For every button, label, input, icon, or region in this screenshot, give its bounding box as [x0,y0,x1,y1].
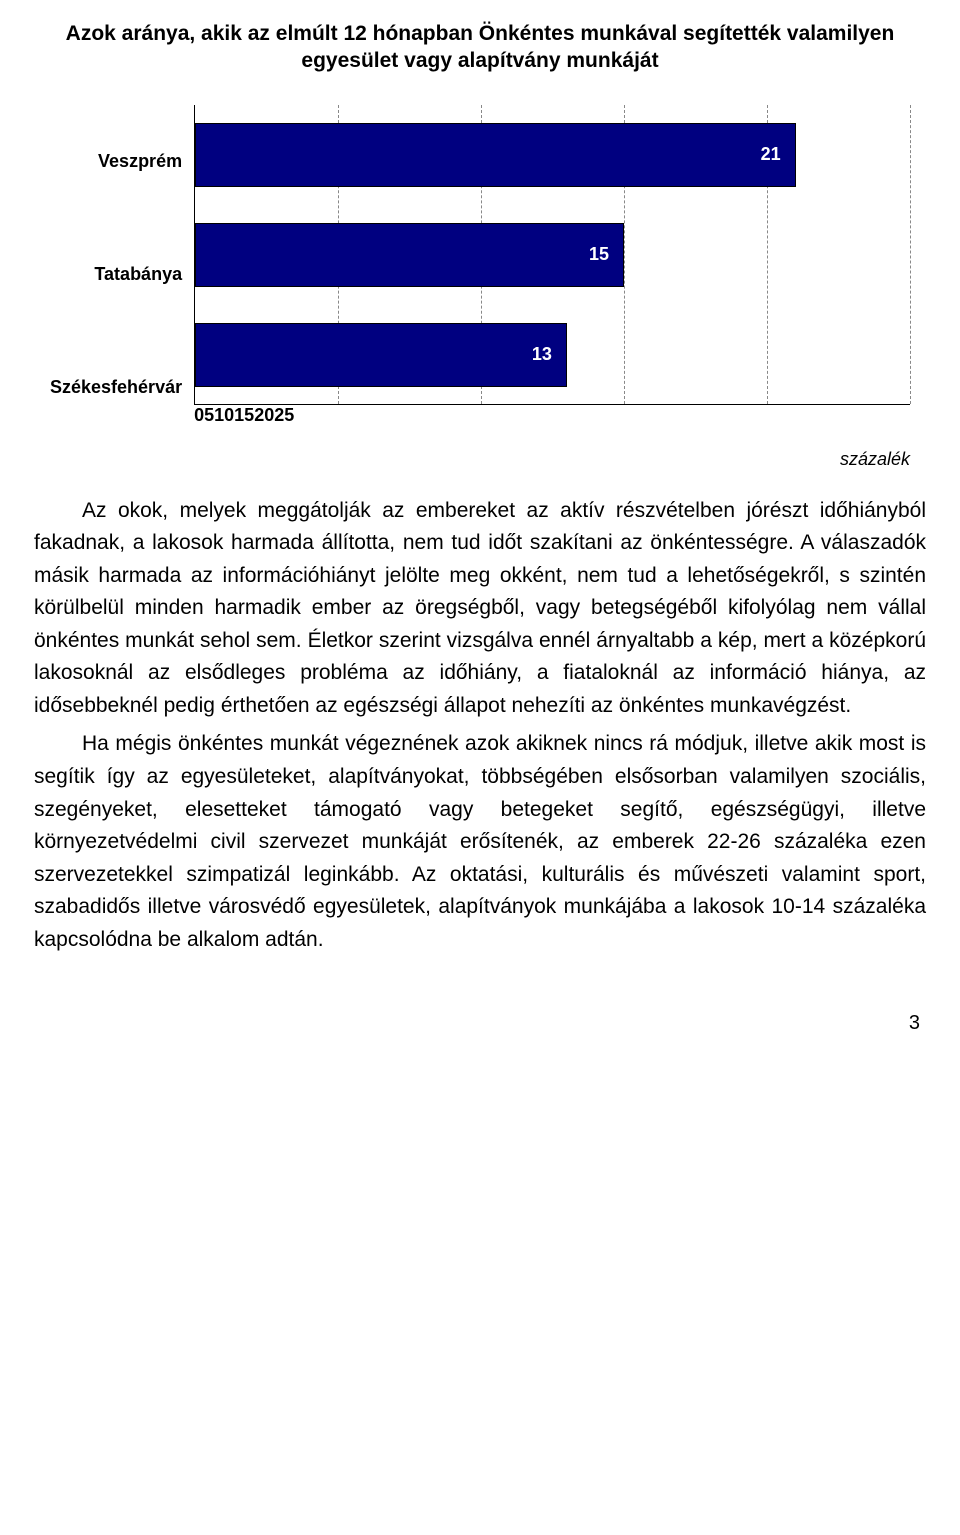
bar: 15 [195,223,624,287]
bar-row: 13 [195,323,567,387]
x-axis-label: százalék [194,425,910,470]
x-tick-label: 0 [194,405,204,425]
x-tick-label: 15 [234,405,254,425]
chart-title: Azok aránya, akik az elmúlt 12 hónapban … [50,20,910,75]
bar-row: 21 [195,123,796,187]
y-axis-labels: Veszprém Tatabánya Székesfehérvár [50,105,194,445]
bar: 13 [195,323,567,387]
x-axis: 0510152025 százalék [194,405,910,445]
y-category-label: Veszprém [50,111,182,211]
grid-line [910,105,911,404]
x-tick-label: 5 [204,405,214,425]
y-category-label: Székesfehérvár [50,338,182,438]
bar-row: 15 [195,223,624,287]
chart-body: Veszprém Tatabánya Székesfehérvár 21 15 13 0… [50,105,910,445]
x-tick-label: 10 [214,405,234,425]
y-category-label: Tatabánya [50,225,182,325]
x-tick-label: 25 [274,405,294,425]
chart-plot-area: 21 15 13 [194,105,910,405]
bar-value-label: 13 [532,344,552,365]
x-tick-label: 20 [254,405,274,425]
bar: 21 [195,123,796,187]
bar-value-label: 21 [761,144,781,165]
page-number: 3 [20,962,940,1035]
paragraph-1: Az okok, melyek meggátolják az embereket… [34,495,926,723]
bar-value-label: 15 [589,244,609,265]
chart-container: Azok aránya, akik az elmúlt 12 hónapban … [50,20,910,445]
paragraph-2: Ha mégis önkéntes munkát végeznének azok… [34,728,926,956]
body-text: Az okok, melyek meggátolják az embereket… [20,495,940,957]
